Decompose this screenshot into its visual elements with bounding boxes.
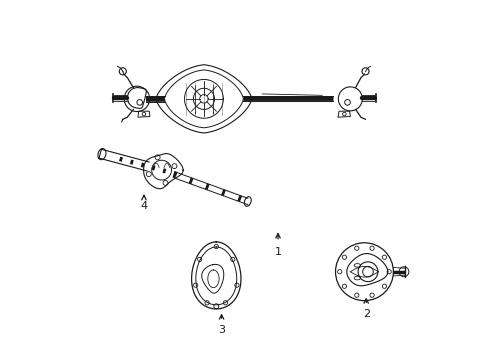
Text: 1: 1: [274, 247, 281, 257]
Text: 4: 4: [140, 202, 147, 211]
Text: 3: 3: [218, 325, 224, 335]
Text: 2: 2: [362, 309, 369, 319]
